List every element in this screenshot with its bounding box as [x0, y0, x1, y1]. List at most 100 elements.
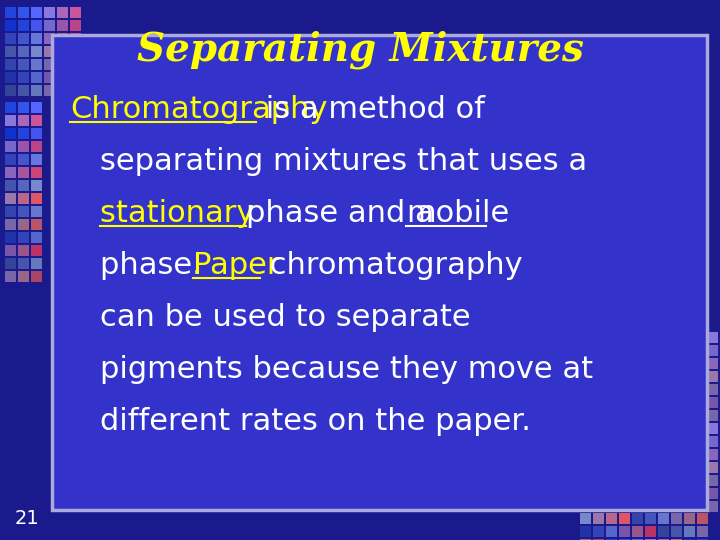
- Bar: [707, 332, 718, 343]
- Bar: [632, 526, 643, 537]
- Bar: [658, 513, 669, 524]
- Bar: [5, 7, 16, 18]
- Bar: [668, 501, 679, 512]
- Bar: [671, 513, 682, 524]
- Bar: [5, 141, 16, 152]
- Bar: [707, 488, 718, 499]
- Bar: [671, 487, 682, 498]
- Bar: [694, 423, 705, 434]
- Bar: [671, 526, 682, 537]
- Bar: [619, 539, 630, 540]
- Bar: [684, 500, 695, 511]
- Bar: [694, 371, 705, 382]
- Text: pigments because they move at: pigments because they move at: [100, 355, 593, 384]
- Bar: [619, 487, 630, 498]
- Bar: [681, 436, 692, 447]
- Bar: [645, 487, 656, 498]
- Bar: [5, 271, 16, 282]
- Bar: [694, 436, 705, 447]
- Bar: [681, 488, 692, 499]
- Bar: [694, 488, 705, 499]
- Bar: [697, 539, 708, 540]
- Bar: [668, 449, 679, 460]
- Bar: [645, 500, 656, 511]
- Bar: [707, 358, 718, 369]
- Text: Chromatography: Chromatography: [70, 96, 328, 125]
- Bar: [31, 206, 42, 217]
- Bar: [57, 33, 68, 44]
- Bar: [18, 258, 29, 269]
- Bar: [697, 500, 708, 511]
- Bar: [18, 46, 29, 57]
- Text: separating mixtures that uses a: separating mixtures that uses a: [100, 147, 587, 177]
- Bar: [5, 102, 16, 113]
- Bar: [694, 475, 705, 486]
- Bar: [31, 219, 42, 230]
- Bar: [18, 180, 29, 191]
- Bar: [70, 59, 81, 70]
- Bar: [668, 371, 679, 382]
- Bar: [668, 475, 679, 486]
- Bar: [44, 59, 55, 70]
- Bar: [5, 232, 16, 243]
- Bar: [619, 513, 630, 524]
- Bar: [57, 20, 68, 31]
- Bar: [681, 371, 692, 382]
- Bar: [52, 35, 707, 510]
- Bar: [18, 72, 29, 83]
- Bar: [18, 232, 29, 243]
- Bar: [31, 115, 42, 126]
- Bar: [684, 539, 695, 540]
- Bar: [593, 539, 604, 540]
- Bar: [31, 20, 42, 31]
- Bar: [5, 193, 16, 204]
- Bar: [70, 7, 81, 18]
- Bar: [645, 526, 656, 537]
- Bar: [707, 475, 718, 486]
- Bar: [580, 526, 591, 537]
- Bar: [658, 526, 669, 537]
- Bar: [593, 487, 604, 498]
- Bar: [681, 501, 692, 512]
- Bar: [668, 397, 679, 408]
- Bar: [681, 475, 692, 486]
- Bar: [5, 128, 16, 139]
- Bar: [31, 258, 42, 269]
- Bar: [694, 397, 705, 408]
- Bar: [694, 410, 705, 421]
- Bar: [668, 345, 679, 356]
- Bar: [707, 423, 718, 434]
- Bar: [668, 384, 679, 395]
- Bar: [18, 128, 29, 139]
- Bar: [694, 462, 705, 473]
- Bar: [681, 462, 692, 473]
- Bar: [671, 539, 682, 540]
- Text: phase.: phase.: [100, 252, 212, 280]
- Bar: [5, 167, 16, 178]
- Text: can be used to separate: can be used to separate: [100, 303, 471, 333]
- Bar: [44, 72, 55, 83]
- Bar: [707, 397, 718, 408]
- Bar: [658, 500, 669, 511]
- Bar: [18, 193, 29, 204]
- Bar: [593, 526, 604, 537]
- Bar: [31, 245, 42, 256]
- Bar: [681, 410, 692, 421]
- Bar: [606, 487, 617, 498]
- Bar: [593, 513, 604, 524]
- Text: phase and a: phase and a: [246, 199, 444, 228]
- Text: different rates on the paper.: different rates on the paper.: [100, 408, 531, 436]
- Bar: [57, 46, 68, 57]
- Bar: [18, 20, 29, 31]
- Bar: [31, 180, 42, 191]
- Bar: [18, 115, 29, 126]
- Bar: [606, 500, 617, 511]
- Bar: [668, 332, 679, 343]
- Bar: [18, 33, 29, 44]
- Bar: [44, 7, 55, 18]
- Bar: [57, 7, 68, 18]
- Bar: [31, 128, 42, 139]
- Bar: [5, 85, 16, 96]
- Bar: [668, 462, 679, 473]
- Bar: [697, 526, 708, 537]
